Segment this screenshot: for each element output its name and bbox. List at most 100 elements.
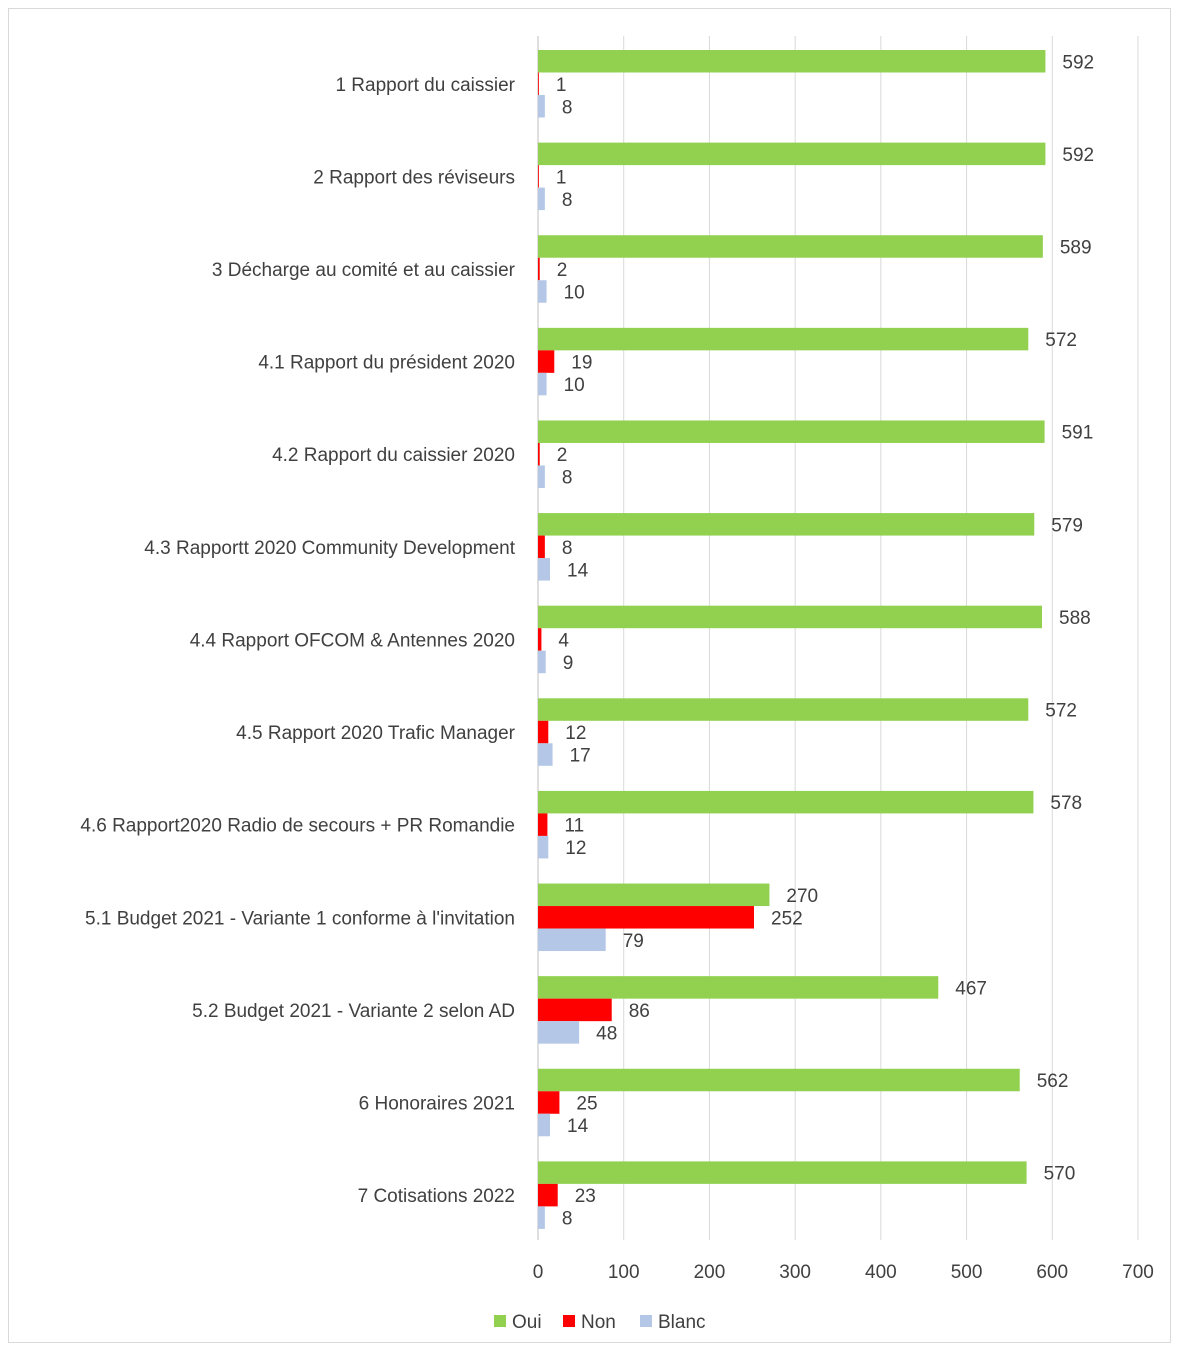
x-tick-label: 500 [951, 1262, 983, 1283]
category-label: 7 Cotisations 2022 [358, 1186, 515, 1207]
data-label: 10 [564, 282, 585, 303]
data-label: 578 [1050, 793, 1082, 814]
data-label: 14 [567, 560, 589, 581]
legend-swatch-non [563, 1315, 575, 1327]
data-label: 9 [563, 653, 574, 674]
legend-label: Oui [512, 1312, 542, 1333]
x-tick-label: 0 [533, 1262, 544, 1283]
x-tick-label: 600 [1036, 1262, 1068, 1283]
data-label: 12 [565, 838, 586, 859]
bar-blanc [538, 280, 547, 303]
legend-label: Blanc [658, 1312, 706, 1333]
data-label: 14 [567, 1116, 589, 1137]
chart-frame [8, 8, 1171, 1343]
data-label: 48 [596, 1023, 617, 1044]
data-label: 19 [571, 353, 592, 374]
data-label: 8 [562, 97, 573, 118]
data-label: 25 [576, 1094, 597, 1115]
data-label: 8 [562, 190, 573, 211]
bar-oui [538, 327, 1029, 351]
bar-blanc [538, 558, 550, 581]
bar-non [538, 906, 754, 929]
bar-non [538, 720, 549, 744]
bar-blanc [538, 465, 545, 488]
data-label: 86 [629, 1001, 650, 1022]
bar-non [538, 165, 539, 188]
category-label: 4.5 Rapport 2020 Trafic Manager [236, 723, 516, 744]
data-label: 252 [771, 908, 803, 929]
data-label: 4 [558, 630, 569, 651]
bar-oui [538, 1161, 1027, 1184]
data-label: 592 [1062, 145, 1094, 166]
data-label: 1 [556, 75, 567, 96]
data-label: 10 [564, 375, 585, 396]
data-label: 589 [1060, 237, 1092, 258]
data-label: 17 [570, 746, 591, 767]
bar-blanc [538, 743, 553, 766]
data-label: 591 [1062, 423, 1094, 444]
data-label: 467 [955, 978, 987, 999]
bar-blanc [538, 650, 546, 674]
x-tick-label: 700 [1122, 1262, 1154, 1283]
data-label: 592 [1062, 52, 1094, 73]
category-label: 4.4 Rapport OFCOM & Antennes 2020 [190, 630, 515, 651]
data-label: 79 [623, 931, 644, 952]
category-label: 4.3 Rapportt 2020 Community Development [144, 538, 515, 559]
bar-oui [538, 142, 1046, 166]
data-label: 8 [562, 468, 573, 489]
gridlines [537, 36, 1139, 1240]
bar-non [538, 350, 555, 373]
category-label: 4.2 Rapport du caissier 2020 [272, 445, 515, 466]
category-label: 1 Rapport du caissier [335, 75, 515, 96]
bar-blanc [538, 928, 606, 952]
bar-non [538, 998, 612, 1022]
bar-oui [538, 883, 770, 907]
data-label: 562 [1037, 1071, 1069, 1092]
bar-blanc [538, 835, 549, 859]
bar-non [538, 813, 548, 836]
data-label: 23 [575, 1186, 596, 1207]
data-label: 572 [1045, 701, 1077, 722]
bar-oui [538, 698, 1029, 721]
x-tick-label: 400 [865, 1262, 897, 1283]
data-label: 270 [786, 886, 818, 907]
data-label: 579 [1051, 515, 1083, 536]
bar-oui [538, 790, 1034, 814]
bar-blanc [538, 1021, 580, 1044]
bar-blanc [538, 187, 545, 211]
bar-blanc [538, 1206, 545, 1229]
bar-oui [538, 235, 1043, 258]
bar-oui [538, 605, 1042, 629]
bar-oui [538, 513, 1035, 536]
data-label: 588 [1059, 608, 1091, 629]
data-label: 2 [557, 260, 568, 281]
data-label: 1 [556, 167, 567, 188]
bar-oui [538, 50, 1046, 73]
bar-non [538, 535, 545, 559]
bar-blanc [538, 95, 545, 118]
x-tick-label: 100 [608, 1262, 640, 1283]
category-label: 5.1 Budget 2021 - Variante 1 conforme à … [85, 908, 515, 929]
data-label: 8 [562, 1209, 573, 1230]
category-label: 6 Honoraires 2021 [359, 1094, 515, 1115]
category-label: 5.2 Budget 2021 - Variante 2 selon AD [192, 1001, 515, 1022]
x-tick-label: 300 [779, 1262, 811, 1283]
bar-blanc [538, 372, 547, 396]
bar-non [538, 1091, 560, 1114]
bar-non [538, 257, 540, 281]
bar-oui [538, 420, 1045, 443]
category-label: 2 Rapport des réviseurs [313, 167, 515, 188]
data-label: 2 [557, 445, 568, 466]
bars [538, 50, 1046, 1229]
data-label: 11 [564, 816, 584, 837]
category-label: 4.6 Rapport2020 Radio de secours + PR Ro… [80, 816, 515, 837]
legend-label: Non [581, 1312, 616, 1333]
data-label: 8 [562, 538, 573, 559]
bar-non [538, 72, 539, 95]
bar-non [538, 1183, 558, 1207]
data-label: 12 [565, 723, 586, 744]
bar-oui [538, 976, 939, 999]
category-label: 4.1 Rapport du président 2020 [258, 353, 515, 374]
legend: Oui Non Blanc [494, 1312, 706, 1333]
